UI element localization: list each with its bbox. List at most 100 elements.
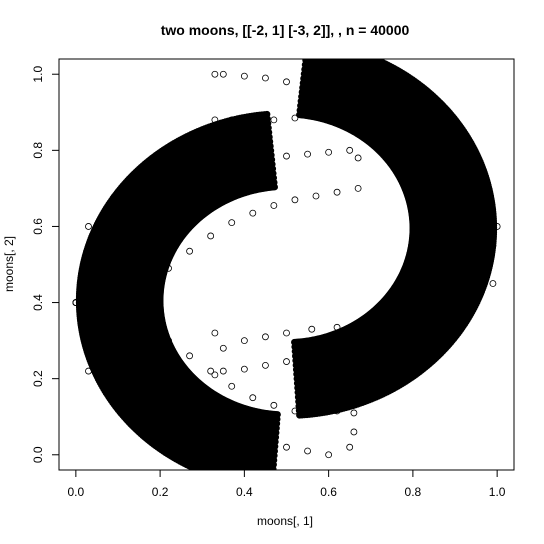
plot-area <box>58 58 515 490</box>
scatter-point <box>248 473 254 479</box>
scatter-point <box>259 469 264 470</box>
scatter-point-cloud <box>291 59 498 419</box>
scatter-point <box>186 247 194 255</box>
scatter-point <box>245 477 251 483</box>
scatter-point <box>213 474 219 480</box>
scatter-point <box>350 428 358 436</box>
scatter-point <box>325 451 333 459</box>
scatter-point <box>346 146 354 154</box>
scatter-point <box>240 337 248 345</box>
scatter-point <box>354 184 362 192</box>
scatter-point <box>236 469 239 470</box>
scatter-point <box>255 478 261 484</box>
scatter-point <box>268 471 274 477</box>
scatter-point <box>229 473 235 479</box>
scatter-point <box>249 394 257 402</box>
scatter-point <box>252 478 258 484</box>
scatter-point <box>269 484 275 490</box>
scatter-point <box>283 443 290 451</box>
scatter-point <box>225 477 231 483</box>
scatter-point <box>243 477 249 483</box>
scatter-point <box>308 325 316 333</box>
scatter-point <box>85 223 92 230</box>
scatter-point <box>270 401 278 409</box>
scatter-point <box>224 472 230 478</box>
scatter-point <box>283 358 290 365</box>
scatter-point <box>211 70 219 78</box>
scatter-point <box>291 196 299 204</box>
scatter-point <box>236 475 242 481</box>
scatter-point <box>270 471 276 477</box>
chart-title: two moons, [[-2, 1] [-3, 2]], , n = 4000… <box>161 22 410 38</box>
scatter-point <box>251 473 257 479</box>
scatter-point <box>259 484 265 490</box>
scatter-point <box>250 478 256 484</box>
scatter-point <box>283 152 290 160</box>
scatter-point <box>186 352 194 360</box>
scatter-point <box>269 475 275 481</box>
scatter-point <box>226 473 232 479</box>
scatter-point <box>259 479 265 485</box>
scatter-point <box>268 469 269 470</box>
scatter-point <box>237 471 243 477</box>
scatter-point <box>207 232 215 240</box>
scatter-point <box>325 148 333 156</box>
scatter-point <box>246 473 252 479</box>
scatter-point <box>267 480 273 486</box>
scatter-point <box>240 476 246 482</box>
scatter-point <box>219 70 227 78</box>
scatter-point <box>283 78 290 86</box>
scatter-point <box>264 479 270 485</box>
scatter-point <box>233 475 239 481</box>
scatter-point <box>264 469 268 470</box>
scatter-point <box>262 74 269 82</box>
scatter-point <box>261 469 266 470</box>
scatter-point <box>291 114 299 122</box>
scatter-point <box>218 469 222 470</box>
scatter-point <box>270 202 278 209</box>
scatter-point <box>266 484 272 490</box>
scatter-point <box>228 219 236 227</box>
scatter-point <box>304 150 311 158</box>
scatter-point <box>262 361 269 369</box>
scatter-point <box>218 475 224 481</box>
scatter-point <box>267 475 273 481</box>
scatter-point <box>261 484 267 490</box>
scatter-point <box>227 478 233 484</box>
scatter-point <box>354 154 362 162</box>
scatter-point <box>211 473 217 479</box>
scatter-point <box>346 443 354 451</box>
scatter-point <box>219 367 227 375</box>
scatter-point <box>254 483 260 489</box>
scatter-point <box>258 474 264 480</box>
scatter-point <box>220 476 226 482</box>
scatter-point <box>211 371 219 379</box>
scatter-point <box>240 365 248 373</box>
scatter-point <box>283 329 290 337</box>
scatter-point <box>247 477 253 483</box>
scatter-point <box>204 470 210 476</box>
scatter-point <box>206 471 212 477</box>
scatter-point <box>228 382 236 390</box>
scatter-point <box>253 474 259 480</box>
scatter-point <box>312 192 320 200</box>
scatter-point <box>211 329 219 337</box>
scatter-point <box>230 478 236 484</box>
scatter-point <box>489 280 497 287</box>
scatter-point <box>208 472 214 478</box>
scatter-point <box>231 474 237 480</box>
scatter-point <box>260 474 266 480</box>
scatter-point <box>222 477 228 483</box>
scatter-point-cloud <box>75 110 281 490</box>
scatter-point <box>264 484 270 490</box>
scatter-point <box>304 447 311 455</box>
scatter-point <box>333 188 341 196</box>
scatter-point <box>269 465 277 470</box>
scatter-point <box>219 471 225 477</box>
scatter-point <box>240 72 248 80</box>
scatter-point <box>233 469 238 470</box>
scatter-point <box>222 472 228 478</box>
scatter-point <box>262 333 269 341</box>
scatter-point <box>249 209 257 217</box>
